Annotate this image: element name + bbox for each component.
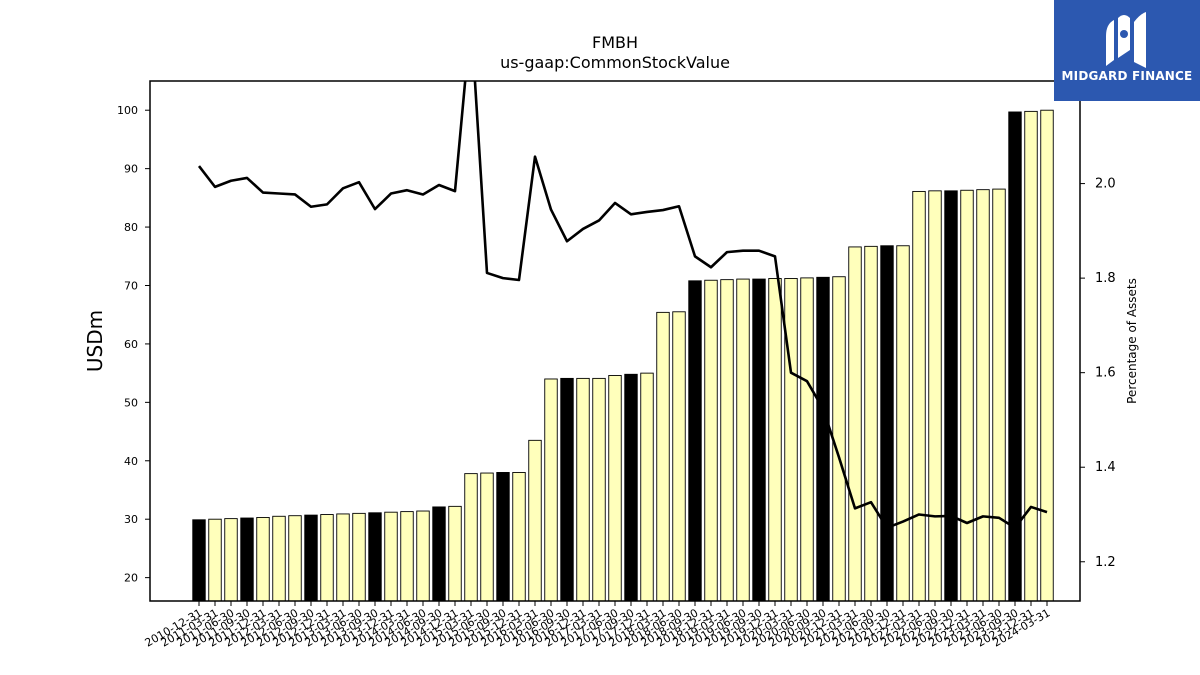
percentage-line-series	[197, 81, 1048, 530]
bar	[816, 276, 830, 602]
bar	[288, 515, 302, 602]
bar	[976, 189, 990, 602]
bar	[416, 510, 430, 602]
y-tick-label: 90	[124, 163, 138, 176]
y-tick-label: 40	[124, 455, 138, 468]
bar	[896, 245, 910, 602]
chart-subtitle: us-gaap:CommonStockValue	[500, 53, 730, 72]
bar	[400, 511, 414, 602]
y2-tick-label: 1.8	[1095, 271, 1116, 286]
bar	[752, 278, 766, 602]
bar	[304, 514, 318, 602]
bar	[992, 188, 1006, 602]
bar	[496, 472, 510, 602]
bar	[640, 372, 654, 602]
bar	[368, 512, 382, 602]
bar	[1040, 109, 1054, 602]
bar	[480, 472, 494, 602]
bar	[864, 245, 878, 602]
bar	[272, 515, 286, 602]
y-tick-label: 30	[124, 513, 138, 526]
y-tick-label: 20	[124, 572, 138, 585]
y2-tick-label: 1.2	[1095, 555, 1116, 570]
bar	[880, 245, 894, 602]
left-y-axis: 20 30 40 50 60 70 80 90 100	[117, 104, 150, 585]
logo-mark-icon	[1106, 12, 1146, 68]
y-tick-label: 100	[117, 104, 138, 117]
bar	[512, 472, 526, 602]
y-tick-label: 70	[124, 279, 138, 292]
y-tick-label: 50	[124, 396, 138, 409]
bar	[624, 373, 638, 602]
midgard-finance-logo: MIDGARD FINANCE	[1054, 0, 1200, 101]
bar	[320, 514, 334, 602]
bar	[608, 375, 622, 602]
bar	[912, 190, 926, 602]
bar	[928, 190, 942, 602]
bar	[848, 246, 862, 602]
bar	[448, 505, 462, 602]
bar	[352, 512, 366, 602]
percentage-line	[197, 81, 1048, 530]
bar	[384, 511, 398, 602]
bar	[656, 311, 670, 602]
bar	[224, 518, 238, 602]
bar	[432, 506, 446, 602]
bar	[256, 517, 270, 602]
bar	[576, 377, 590, 602]
y2-tick-label: 2.0	[1095, 177, 1116, 192]
bar	[1024, 110, 1038, 602]
bar	[720, 279, 734, 602]
bar	[768, 278, 782, 602]
bar	[832, 276, 846, 602]
logo-text: MIDGARD FINANCE	[1061, 69, 1193, 83]
y2-tick-label: 1.4	[1095, 460, 1116, 475]
bar	[672, 311, 686, 602]
y-axis-label: USDm	[83, 310, 107, 372]
bar	[464, 473, 478, 602]
bar	[592, 377, 606, 602]
bar	[192, 519, 206, 602]
bar	[960, 189, 974, 602]
bar	[784, 278, 798, 602]
y2-tick-label: 1.6	[1095, 366, 1116, 381]
bar	[736, 278, 750, 602]
chart-title: FMBH	[592, 33, 638, 52]
bar	[800, 277, 814, 602]
bar	[688, 280, 702, 602]
bar	[528, 439, 542, 602]
bar	[560, 377, 574, 602]
bar-series	[192, 109, 1054, 602]
bar	[240, 517, 254, 602]
x-axis: 2010-12-312011-03-312011-06-302011-09-30…	[143, 601, 1053, 650]
right-y-axis: 1.2 1.4 1.6 1.8 2.0	[1080, 177, 1116, 570]
bar	[704, 279, 718, 602]
bar	[336, 513, 350, 602]
y2-axis-label: Percentage of Assets	[1125, 278, 1139, 404]
y-tick-label: 80	[124, 221, 138, 234]
bar	[208, 518, 222, 602]
bar	[944, 190, 958, 602]
y-tick-label: 60	[124, 338, 138, 351]
bar	[544, 378, 558, 602]
